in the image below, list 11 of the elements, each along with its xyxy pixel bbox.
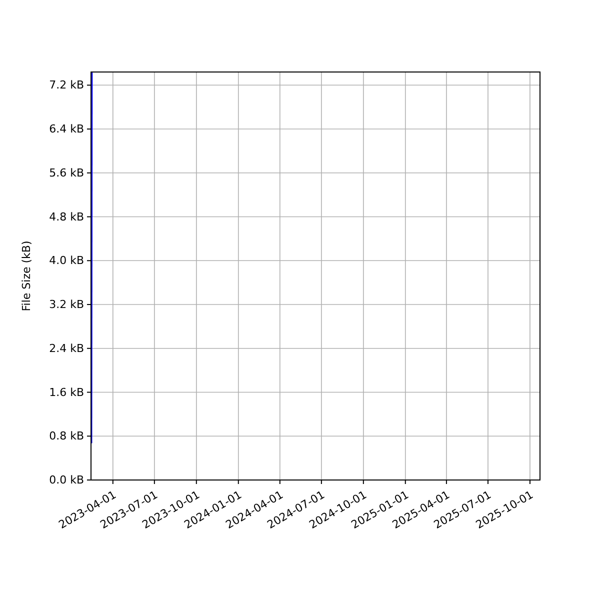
y-tick-label: 1.6 kB xyxy=(49,386,84,399)
y-tick-label: 6.4 kB xyxy=(49,122,84,136)
y-tick-label: 4.0 kB xyxy=(49,254,84,268)
y-tick-label: 4.8 kB xyxy=(49,210,84,224)
y-tick-label: 3.2 kB xyxy=(49,298,84,312)
y-tick-label: 7.2 kB xyxy=(49,78,84,92)
y-tick-label: 2.4 kB xyxy=(49,342,84,355)
y-tick-label: 0.0 kB xyxy=(49,474,84,486)
y-tick-label: 0.8 kB xyxy=(49,430,84,443)
y-tick-label: 5.6 kB xyxy=(49,166,84,180)
y-axis-title: File Size (kB) xyxy=(20,240,33,312)
